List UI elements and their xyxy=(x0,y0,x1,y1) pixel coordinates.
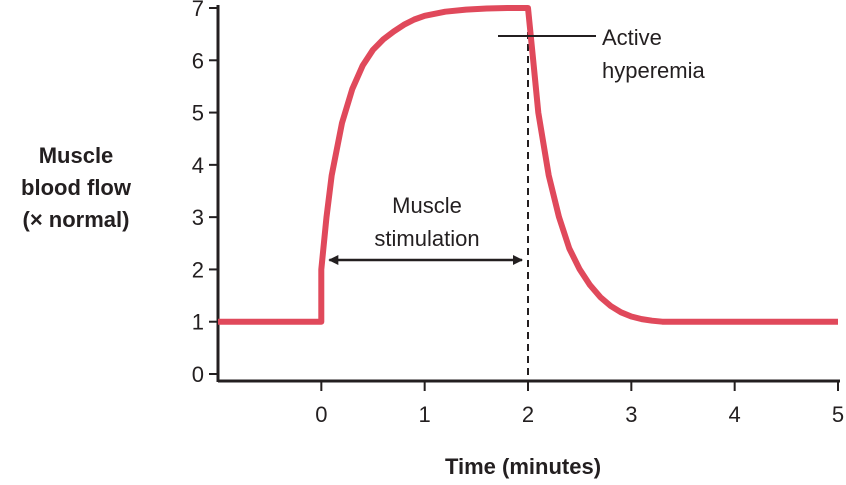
stimulation-label-line-1: Muscle xyxy=(392,193,462,218)
y-tick-label: 2 xyxy=(192,257,204,282)
y-tick-label: 4 xyxy=(192,153,204,178)
x-tick-label: 5 xyxy=(832,402,844,427)
x-tick-label: 4 xyxy=(729,402,741,427)
y-tick-label: 5 xyxy=(192,101,204,126)
y-tick-label: 1 xyxy=(192,310,204,335)
x-tick-label: 2 xyxy=(522,402,534,427)
y-axis-title-line-2: blood flow xyxy=(21,175,132,200)
y-ticks: 0 1 2 3 4 5 6 7 xyxy=(192,0,218,387)
y-tick-label: 3 xyxy=(192,205,204,230)
hyperemia-label-line-1: Active xyxy=(602,25,662,50)
hyperemia-label-line-2: hyperemia xyxy=(602,58,705,83)
x-axis-title: Time (minutes) xyxy=(445,454,601,479)
x-tick-label: 0 xyxy=(315,402,327,427)
blood-flow-series-line xyxy=(218,5,838,325)
y-tick-label: 0 xyxy=(192,362,204,387)
y-tick-label: 6 xyxy=(192,48,204,73)
stimulation-label-line-2: stimulation xyxy=(374,226,479,251)
y-axis-title-line-1: Muscle xyxy=(39,143,114,168)
x-tick-label: 3 xyxy=(625,402,637,427)
x-tick-label: 1 xyxy=(419,402,431,427)
y-tick-label: 7 xyxy=(192,0,204,21)
y-axis-title-line-3: (× normal) xyxy=(23,207,130,232)
x-ticks: 0 1 2 3 4 5 xyxy=(315,381,844,427)
